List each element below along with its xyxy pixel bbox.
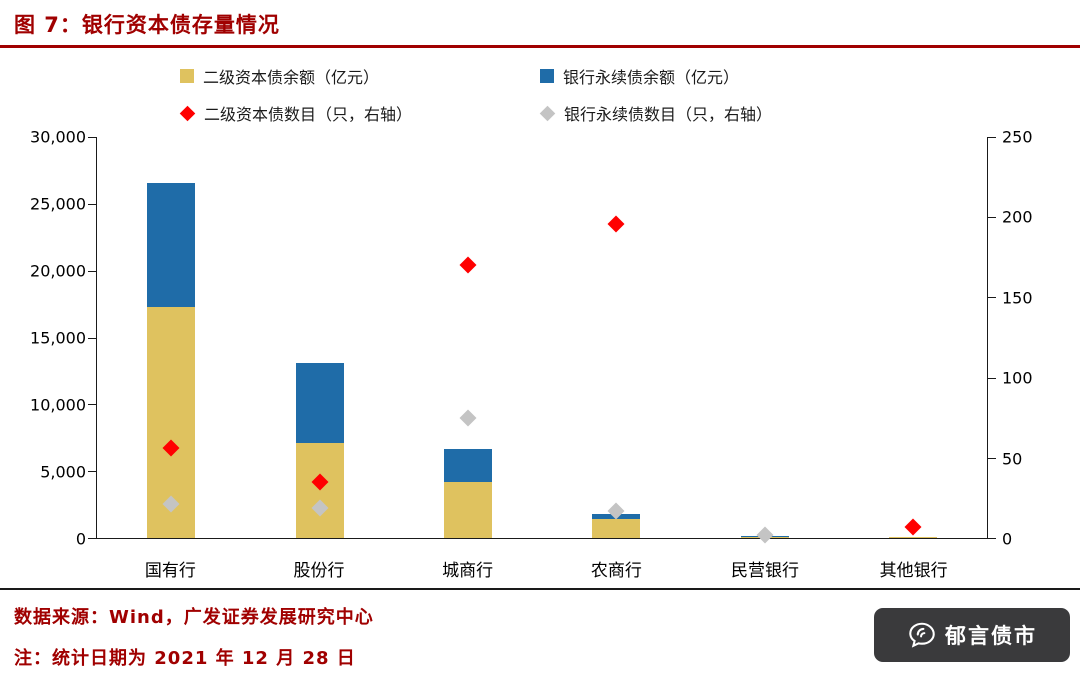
right-axis-tick: [988, 217, 996, 219]
plot-area: [88, 137, 996, 544]
scatter-marker: [607, 215, 625, 233]
figure-header: 图 7：银行资本债存量情况: [0, 0, 1080, 48]
category-label: 国有行: [144, 561, 196, 581]
left-axis-tick: [88, 337, 96, 339]
speech-bubble-icon: [909, 622, 935, 648]
left-axis-tick: [88, 471, 96, 473]
category-label: 民营银行: [731, 561, 799, 581]
right-axis-tick-label: 50: [1002, 449, 1023, 469]
bar-segment: [443, 481, 492, 538]
right-axis-tick: [988, 297, 996, 299]
category-axis-labels: 国有行 股份行 城商行 农商行 民营银行 其他银行: [96, 543, 988, 585]
bar-segment: [295, 362, 344, 444]
bar-segment: [147, 182, 196, 307]
footer-divider: [0, 588, 1080, 590]
right-axis-labels: 0 50 100 150 200 250: [990, 128, 1080, 549]
right-axis-tick: [988, 538, 996, 539]
bar-segment: [592, 519, 641, 538]
figure-footer: 数据来源：Wind，广发证券发展研究中心 注：统计日期为 2021 年 12 月…: [0, 590, 1080, 682]
legend-item-tier2-balance: 二级资本债余额（亿元）: [180, 64, 540, 88]
chart-legend: 二级资本债余额（亿元） 银行永续债余额（亿元） 二级资本债数目（只，右轴） 银行…: [179, 64, 900, 125]
left-axis-tick: [88, 137, 96, 138]
chart-area: 0 5,000 10,000 15,000 20,000 25,000 30,000 0 50…: [0, 128, 1080, 585]
left-axis-tick-label: 15,000: [30, 328, 86, 348]
bar-segment: [443, 448, 492, 482]
left-axis-tick-label: 5,000: [40, 462, 86, 482]
legend-diamond-marker-red: [179, 105, 196, 121]
legend-square-marker-blue: [540, 69, 554, 83]
legend-item-tier2-count: 二级资本债数目（只，右轴）: [179, 101, 540, 125]
right-axis-tick-label: 100: [1002, 368, 1033, 388]
legend-square-marker-yellow: [180, 69, 194, 83]
legend-label: 银行永续债余额（亿元）: [563, 68, 740, 87]
left-axis-tick-label: 10,000: [30, 395, 86, 415]
left-axis-tick: [88, 404, 96, 406]
scatter-marker: [459, 256, 477, 274]
right-axis-tick: [988, 137, 996, 138]
bar-segment: [888, 537, 937, 538]
figure-title: 图 7：银行资本债存量情况: [14, 13, 280, 37]
category-label: 城商行: [442, 561, 494, 581]
right-axis-tick-label: 200: [1002, 207, 1033, 227]
left-axis-tick: [88, 203, 96, 205]
right-axis-tick-label: 250: [1002, 127, 1033, 147]
left-axis-tick-label: 0: [75, 529, 86, 549]
title-underline: [0, 45, 1080, 48]
category-label: 其他银行: [879, 561, 948, 581]
left-axis-labels: 0 5,000 10,000 15,000 20,000 25,000 30,000: [0, 128, 86, 549]
scatter-marker: [904, 518, 922, 536]
legend-item-perpetual-count: 银行永续债数目（只，右轴）: [539, 101, 900, 125]
scatter-marker: [459, 409, 477, 427]
right-axis-tick-label: 0: [1002, 529, 1013, 549]
legend-label: 二级资本债数目（只，右轴）: [204, 105, 413, 124]
logo-text: 郁言债市: [945, 624, 1037, 648]
category-label: 农商行: [590, 561, 642, 581]
bar-segment: [295, 443, 344, 538]
left-axis-tick-label: 20,000: [30, 261, 86, 281]
legend-item-perpetual-balance: 银行永续债余额（亿元）: [540, 64, 900, 88]
left-axis-tick: [88, 538, 96, 539]
right-axis-tick: [988, 377, 996, 379]
legend-label: 二级资本债余额（亿元）: [203, 68, 380, 87]
left-axis-tick-label: 30,000: [30, 127, 86, 147]
statistics-date-note: 注：统计日期为 2021 年 12 月 28 日: [14, 648, 356, 669]
yuyan-bond-market-logo: 郁言债市: [874, 608, 1070, 662]
legend-label: 银行永续债数目（只，右轴）: [564, 105, 773, 124]
right-axis-tick-label: 150: [1002, 288, 1033, 308]
legend-diamond-marker-gray: [539, 105, 556, 121]
category-label: 股份行: [293, 561, 345, 581]
right-axis-tick: [988, 457, 996, 459]
scatter-marker: [756, 526, 773, 544]
left-axis-tick: [88, 270, 96, 272]
data-source-text: 数据来源：Wind，广发证券发展研究中心: [14, 607, 374, 628]
left-axis-tick-label: 25,000: [30, 194, 86, 214]
